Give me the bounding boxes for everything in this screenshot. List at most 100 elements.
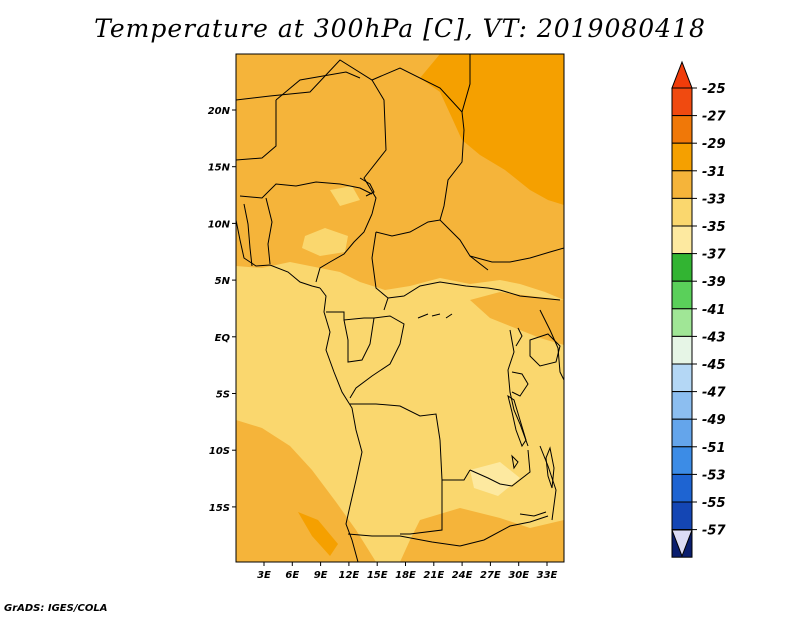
lake-chad — [359, 177, 375, 197]
colorbar-label: -33 — [702, 192, 726, 207]
lon-tick-label: 24E — [452, 570, 473, 581]
lake-kariba — [519, 511, 547, 517]
border-gabon-congo — [343, 317, 375, 363]
lon-tick-label: 21E — [423, 570, 444, 581]
colorbar-label: -39 — [702, 275, 726, 290]
border-west-sahel — [236, 100, 277, 161]
border-chad-car — [375, 219, 489, 271]
border-chad-sudan — [439, 111, 465, 221]
colorbar-swatch — [671, 418, 693, 448]
congo-lakes — [417, 313, 453, 319]
colorbar-labels: -25 -27 -29 -31 -33 -35 -37 -39 -41 -43 -45 -47 -49 -… — [692, 82, 726, 539]
map-frame — [235, 53, 565, 563]
lat-tick-label: 15S — [209, 503, 230, 514]
border-rwanda-burundi — [511, 371, 529, 397]
colorbar-label: -47 — [702, 386, 726, 401]
colorbar-swatch — [671, 115, 693, 144]
lon-tick-label: 12E — [339, 570, 360, 581]
border-nigeria-benin — [265, 197, 273, 265]
border-angola-namibia — [347, 533, 461, 547]
colorbar-label: -49 — [702, 413, 726, 428]
lat-tick-label: 5S — [216, 390, 230, 401]
colorbar-label: -43 — [702, 330, 726, 345]
border-drc-angola-east — [439, 439, 471, 481]
colorbar-swatch — [671, 280, 693, 310]
border-car-drc — [387, 281, 501, 299]
colorbar-swatch — [671, 225, 693, 255]
lat-tick-label: 5N — [215, 276, 231, 287]
colorbar-swatch — [671, 253, 693, 282]
field-region-33-pocket — [470, 462, 520, 496]
field-region-27-northeast — [420, 54, 564, 205]
border-tanzania-mozambique — [539, 445, 557, 521]
lake-mweru — [511, 454, 519, 470]
field-region-31-pocket-north — [302, 228, 348, 256]
lon-tick-label: 33E — [537, 570, 558, 581]
colorbar-label: -35 — [702, 220, 726, 235]
border-angola-zambia — [400, 480, 443, 535]
colorbar-swatch — [671, 363, 693, 393]
colorbar-swatch — [671, 446, 693, 475]
colorbar-label: -27 — [702, 110, 726, 125]
field-region-29-east — [470, 292, 564, 345]
colorbar-label: -29 — [702, 137, 726, 152]
colorbar: -25 -27 -29 -31 -33 -35 -37 -39 -41 -43 -45 -47 -49 -… — [671, 60, 726, 558]
lake-victoria — [529, 333, 561, 367]
lon-tick-label: 3E — [257, 570, 271, 581]
border-drc-zambia — [469, 449, 531, 487]
border-congo-drc — [349, 315, 405, 399]
colorbar-swatch — [671, 170, 693, 199]
border-togo-ghana — [243, 203, 253, 267]
lon-tick-label: 27E — [480, 570, 501, 581]
colorbar-label: -57 — [702, 524, 726, 539]
country-borders — [236, 54, 564, 562]
border-niger-chad — [363, 79, 387, 215]
field-region-29-south — [400, 508, 564, 562]
temperature-field — [236, 54, 564, 562]
lon-tick-label: 18E — [395, 570, 416, 581]
lake-albert — [515, 327, 523, 347]
border-uganda-kenya — [539, 309, 564, 381]
border-drc-angola-north — [350, 403, 441, 441]
border-niger-nigeria — [239, 181, 373, 199]
border-car-cameroon — [371, 231, 389, 311]
lat-tick-label: 15N — [208, 163, 231, 174]
lon-tick-label: 6E — [285, 570, 299, 581]
latitude-axis: 20N 15N 10N 5N EQ 5S 10S 15S — [208, 106, 236, 514]
colorbar-swatch — [671, 308, 693, 337]
colorbar-label: -31 — [702, 165, 726, 180]
lake-malawi — [545, 446, 555, 489]
border-south-sudan-drc — [499, 289, 561, 301]
border-sahara-north — [236, 54, 471, 113]
colorbar-label: -25 — [702, 82, 726, 97]
coastline-gulf-guinea — [319, 287, 363, 562]
border-niger-mali — [275, 71, 361, 101]
colorbar-swatch — [671, 87, 693, 117]
border-nigeria-cameroon — [315, 213, 373, 283]
colorbar-label: -55 — [702, 496, 726, 511]
grads-credit: GrADS: IGES/COLA — [4, 603, 108, 614]
colorbar-label: -45 — [702, 358, 726, 373]
colorbar-bottom-arrow — [671, 529, 693, 558]
coastline-west-africa — [236, 219, 321, 289]
colorbar-label: -41 — [702, 303, 726, 318]
lon-tick-label: 15E — [367, 570, 388, 581]
lat-tick-label: 20N — [208, 106, 231, 117]
colorbar-top-arrow — [671, 60, 693, 89]
field-region-29-southwest — [236, 420, 376, 562]
colorbar-swatch — [671, 391, 693, 420]
colorbar-label: -51 — [702, 441, 726, 456]
border-sudan-south-sudan — [469, 247, 564, 263]
lat-tick-label: EQ — [215, 333, 231, 344]
field-region-27-southwest — [298, 512, 338, 556]
colorbar-swatch — [671, 473, 693, 503]
map-title: Temperature at 300hPa [C], VT: 201908041… — [94, 14, 706, 43]
lon-tick-label: 9E — [314, 570, 328, 581]
colorbar-swatch — [671, 142, 693, 172]
longitude-axis: 3E 6E 9E 12E 15E 18E 21E 24E 27E 30E 33E — [257, 562, 558, 581]
border-zambia-south — [459, 515, 549, 547]
lake-tanganyika — [507, 394, 527, 448]
colorbar-swatch — [671, 197, 693, 227]
lat-tick-label: 10S — [209, 446, 230, 457]
